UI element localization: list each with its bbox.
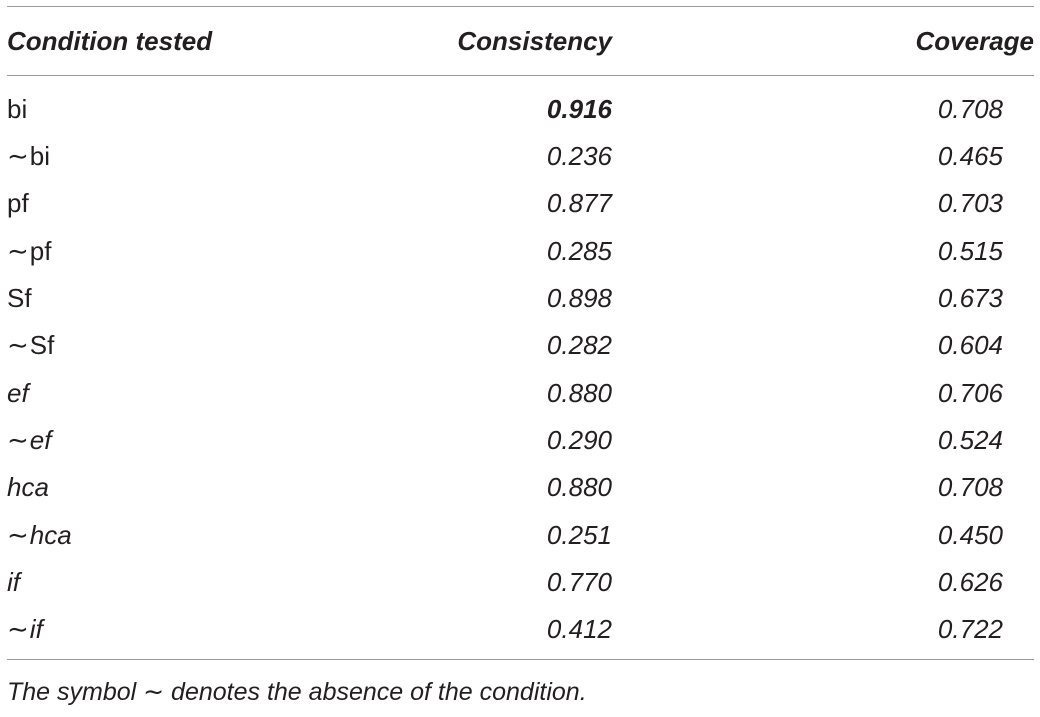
consistency-cell: 0.236 <box>546 141 612 172</box>
header-consistency: Consistency <box>457 25 612 56</box>
condition-cell: if <box>7 559 427 606</box>
consistency-cell: 0.880 <box>546 472 612 503</box>
consistency-cell: 0.898 <box>546 283 612 314</box>
coverage-cell: 0.708 <box>937 94 1003 124</box>
condition-label: pf <box>29 235 52 266</box>
table-row: Sf 0.898 0.673 <box>7 275 1034 322</box>
table-row: ∼pf 0.285 0.515 <box>7 228 1034 275</box>
consistency-cell: 0.285 <box>546 235 612 266</box>
top-rule <box>7 6 1034 7</box>
condition-label: Sf <box>7 283 32 314</box>
table-row: pf 0.877 0.703 <box>7 180 1034 227</box>
condition-label: hca <box>7 472 49 503</box>
coverage-cell: 0.706 <box>937 377 1003 408</box>
condition-label: bi <box>7 94 28 124</box>
condition-label: Sf <box>29 330 55 361</box>
header-coverage: Coverage <box>915 25 1035 56</box>
condition-cell: bi <box>7 76 427 133</box>
table-row: ∼bi 0.236 0.465 <box>7 133 1034 180</box>
coverage-cell: 0.515 <box>937 235 1003 266</box>
negation-symbol: ∼ <box>7 519 29 550</box>
consistency-cell: 0.290 <box>546 424 612 455</box>
condition-label: hca <box>29 519 72 550</box>
table-row: ef 0.880 0.706 <box>7 369 1034 416</box>
coverage-cell: 0.450 <box>937 519 1003 550</box>
header-rule <box>7 75 1034 76</box>
table-row: if 0.770 0.626 <box>7 559 1034 606</box>
consistency-cell: 0.916 <box>546 94 612 124</box>
table-row: ∼ef 0.290 0.524 <box>7 417 1034 464</box>
negation-symbol: ∼ <box>7 424 29 455</box>
condition-cell: ∼if <box>7 606 427 659</box>
consistency-cell: 0.877 <box>546 188 612 219</box>
consistency-cell: 0.282 <box>546 330 612 361</box>
negation-symbol: ∼ <box>7 614 29 645</box>
negation-symbol: ∼ <box>7 330 29 361</box>
condition-cell: ∼Sf <box>7 322 427 369</box>
condition-table-body: bi 0.916 0.708 ∼bi 0.236 0.465 pf 0.877 0.703 ∼pf… <box>7 76 1034 659</box>
coverage-cell: 0.703 <box>937 188 1003 219</box>
condition-cell: ef <box>7 369 427 416</box>
coverage-cell: 0.465 <box>937 141 1003 172</box>
condition-cell: hca <box>7 464 427 511</box>
negation-symbol: ∼ <box>7 141 29 172</box>
coverage-cell: 0.673 <box>937 283 1003 314</box>
condition-label: pf <box>7 188 29 219</box>
consistency-cell: 0.251 <box>546 519 612 550</box>
consistency-cell: 0.412 <box>546 614 612 645</box>
header-condition: Condition tested <box>7 25 213 56</box>
table-row: ∼hca 0.251 0.450 <box>7 511 1034 558</box>
table-row: ∼Sf 0.282 0.604 <box>7 322 1034 369</box>
coverage-cell: 0.722 <box>937 614 1003 645</box>
consistency-cell: 0.880 <box>546 377 612 408</box>
negation-symbol: ∼ <box>7 235 29 266</box>
bottom-rule <box>7 659 1034 661</box>
condition-label: ef <box>7 377 29 408</box>
condition-cell: ∼ef <box>7 417 427 464</box>
condition-cell: Sf <box>7 275 427 322</box>
table-row: bi 0.916 0.708 <box>7 76 1034 133</box>
condition-label: if <box>7 566 20 597</box>
coverage-cell: 0.524 <box>937 424 1003 455</box>
condition-label: bi <box>29 141 51 172</box>
condition-cell: ∼pf <box>7 228 427 275</box>
condition-cell: ∼hca <box>7 511 427 558</box>
condition-table: Condition tested Consistency Coverage <box>7 7 1034 75</box>
table-row: ∼if 0.412 0.722 <box>7 606 1034 659</box>
condition-cell: pf <box>7 180 427 227</box>
coverage-cell: 0.626 <box>937 566 1003 597</box>
table-footnote: The symbol ∼ denotes the absence of the … <box>7 678 587 706</box>
condition-cell: ∼bi <box>7 133 427 180</box>
condition-label: ef <box>29 424 52 455</box>
consistency-cell: 0.770 <box>546 566 612 597</box>
coverage-cell: 0.708 <box>937 472 1003 503</box>
header-row: Condition tested Consistency Coverage <box>7 7 1034 75</box>
coverage-cell: 0.604 <box>937 330 1003 361</box>
results-table: Condition tested Consistency Coverage bi… <box>7 6 1034 661</box>
table-row: hca 0.880 0.708 <box>7 464 1034 511</box>
condition-label: if <box>29 614 43 645</box>
